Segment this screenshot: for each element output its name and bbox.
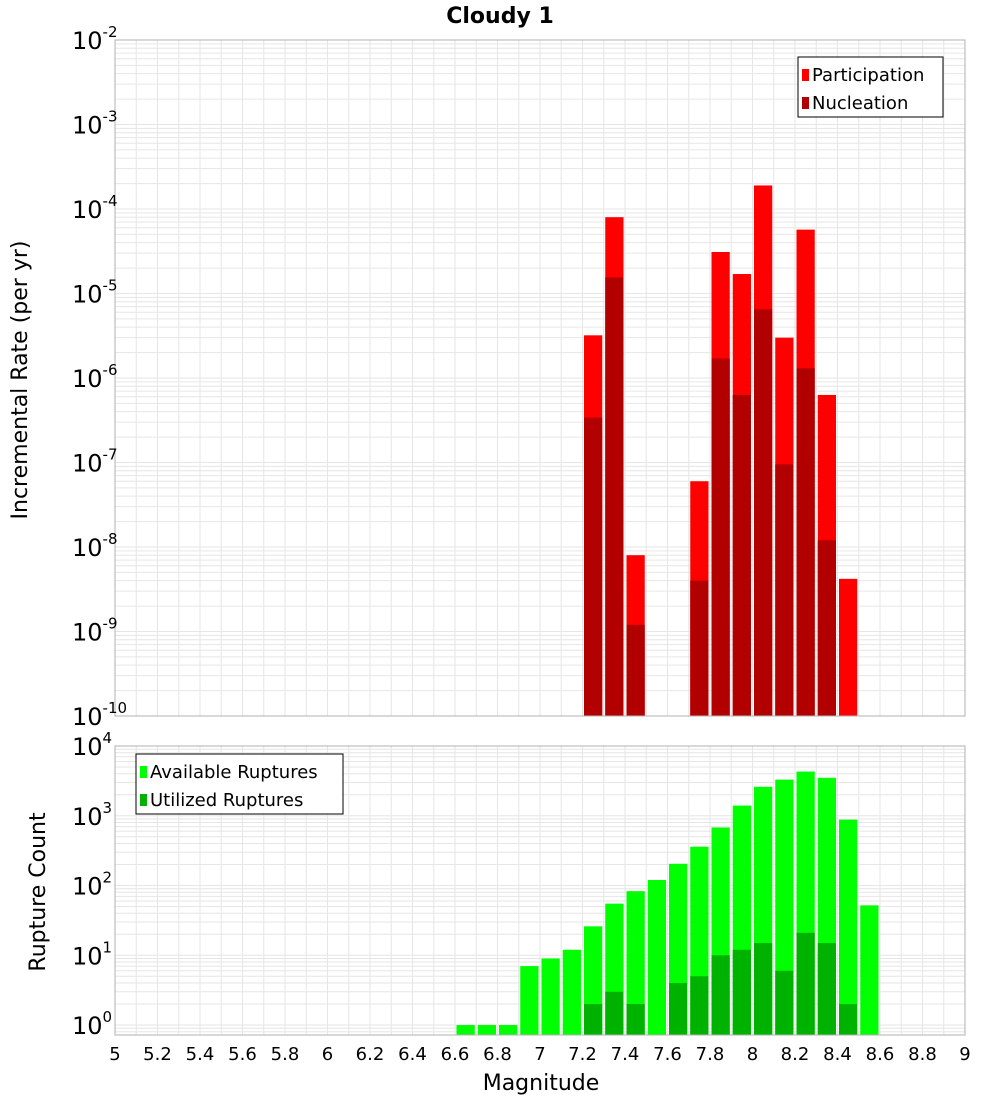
top-legend-swatch (802, 69, 809, 81)
top-bar-series1 (839, 578, 858, 716)
x-tick-label: 7.4 (611, 1044, 640, 1065)
x-tick-label: 6 (322, 1044, 333, 1065)
top-y-tick-label: 10-2 (72, 23, 118, 55)
bottom-y-tick-label: 101 (72, 938, 112, 970)
top-y-tick-label: 10-3 (72, 108, 118, 140)
top-legend-label: Participation (812, 65, 924, 86)
top-y-tick-label: 10-4 (72, 192, 118, 224)
x-tick-label: 8.6 (866, 1044, 895, 1065)
x-axis-label: Magnitude (483, 1071, 600, 1096)
top-y-tick-label: 10-6 (72, 361, 118, 393)
bottom-panel: 104 103 102 101 100 Available Ruptures Utilize… (72, 729, 966, 1040)
bottom-bar-series1 (499, 1025, 518, 1035)
top-legend-label: Nucleation (812, 93, 908, 114)
bottom-bar-series1 (477, 1025, 496, 1035)
x-tick-label: 8.2 (781, 1044, 810, 1065)
bottom-legend-swatch (140, 794, 147, 806)
bottom-bar-series1 (456, 1025, 475, 1035)
bottom-y-tick-label: 100 (72, 1008, 112, 1040)
top-bar-series2 (626, 624, 645, 716)
top-bar-series2 (817, 540, 836, 716)
top-y-tick-label: 10-7 (72, 446, 118, 478)
top-bar-series2 (775, 464, 794, 716)
top-bar-series2 (690, 580, 709, 716)
bottom-legend-label: Utilized Ruptures (150, 790, 303, 811)
x-tick-label: 5.4 (186, 1044, 215, 1065)
top-bar-series2 (754, 309, 773, 716)
bottom-bar-series1 (541, 958, 560, 1035)
top-y-tick-label: 10-5 (72, 277, 118, 309)
top-legend-box (797, 56, 944, 118)
bottom-bar-series2 (605, 991, 624, 1035)
bottom-bar-series1 (647, 879, 666, 1035)
bottom-bar-series1 (520, 966, 539, 1035)
x-tick-label: 9 (959, 1044, 970, 1065)
x-tick-label: 6.6 (441, 1044, 470, 1065)
top-bar-series2 (711, 358, 730, 716)
bottom-legend-swatch (140, 766, 147, 778)
top-y-tick-label: 10-9 (72, 615, 118, 647)
top-bar-series2 (584, 417, 603, 716)
bottom-bar-series2 (775, 970, 794, 1035)
x-tick-label: 5 (109, 1044, 120, 1065)
x-tick-label: 6.2 (356, 1044, 385, 1065)
bottom-y-tick-label: 102 (72, 869, 112, 901)
bottom-bar-series2 (711, 955, 730, 1035)
bottom-legend-box (135, 753, 344, 815)
bottom-y-tick-label: 104 (72, 729, 112, 761)
bottom-bar-series2 (817, 943, 836, 1035)
x-tick-label: 7.8 (696, 1044, 725, 1065)
x-tick-label: 5.2 (143, 1044, 172, 1065)
bottom-bar-series1 (562, 949, 581, 1035)
bottom-bar-series2 (839, 1004, 858, 1035)
bottom-bar-series2 (626, 1004, 645, 1035)
bottom-bar-series2 (584, 1004, 603, 1035)
top-bar-series2 (796, 368, 815, 716)
top-bar-series2 (605, 277, 624, 716)
x-tick-label: 8 (747, 1044, 758, 1065)
bottom-legend-label: Available Ruptures (150, 762, 318, 783)
bottom-bar-series2 (754, 943, 773, 1035)
bottom-bar-series2 (732, 949, 751, 1035)
bottom-plot-frame (114, 745, 966, 1036)
bottom-bar-series1 (626, 891, 645, 1035)
bottom-bar-series1 (839, 819, 858, 1035)
bottom-bar-series1 (860, 905, 879, 1035)
x-tick-label: 5.6 (228, 1044, 257, 1065)
top-y-axis-label: Incremental Rate (per yr) (8, 241, 33, 520)
x-tick-label: 5.8 (271, 1044, 300, 1065)
x-tick-label: 8.8 (908, 1044, 937, 1065)
top-legend-swatch (802, 97, 809, 109)
bottom-bar-series2 (796, 932, 815, 1035)
top-y-tick-label: 10-10 (72, 699, 127, 731)
top-panel: 10-2 10-3 10-4 10-5 10-6 10-7 10-8 10-9 10-10 Par… (72, 23, 966, 731)
x-tick-label: 6.8 (483, 1044, 512, 1065)
bottom-y-tick-label: 103 (72, 799, 112, 831)
x-tick-label: 7 (534, 1044, 545, 1065)
x-tick-label: 6.4 (398, 1044, 427, 1065)
bottom-bar-series2 (690, 976, 709, 1035)
x-tick-label: 8.4 (823, 1044, 852, 1065)
x-tick-label: 7.2 (568, 1044, 597, 1065)
chart-title: Cloudy 1 (446, 4, 554, 29)
top-bar-series2 (732, 394, 751, 716)
top-plot-frame (114, 39, 966, 717)
bottom-y-axis-label: Rupture Count (26, 812, 51, 972)
x-tick-label: 7.6 (653, 1044, 682, 1065)
bottom-bar-series2 (669, 983, 688, 1035)
top-y-tick-label: 10-8 (72, 530, 118, 562)
